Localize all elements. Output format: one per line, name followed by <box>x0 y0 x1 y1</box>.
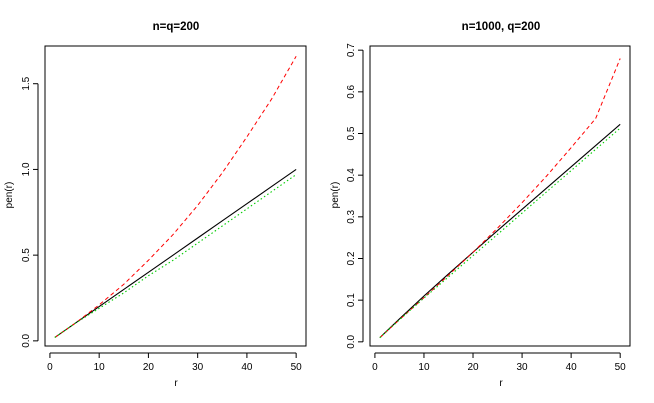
panel-right: n=1000, q=200 r pen(r) 0 10 20 30 40 50 0.0 0.1… <box>330 21 631 389</box>
x-tick-label-left: 20 <box>143 362 155 373</box>
x-tick-label-left: 30 <box>192 362 204 373</box>
series-line-dotted-right <box>379 127 621 339</box>
y-tick-label-left: 0.0 <box>21 333 32 347</box>
x-tick-label-right: 20 <box>467 362 479 373</box>
y-tick-label-right: 0.2 <box>346 251 357 265</box>
series-line-dashed-right <box>379 58 621 339</box>
series-line-dashed-left <box>54 56 297 338</box>
plot-frame-left <box>44 45 307 347</box>
plot-frame-right <box>369 45 631 347</box>
x-tick-label-right: 30 <box>517 362 529 373</box>
x-axis-label-right: r <box>499 378 503 389</box>
y-tick-label-left: 0.5 <box>21 248 32 262</box>
series-line-solid-left <box>54 168 297 338</box>
y-axis-label-left: pen(r) <box>4 182 15 209</box>
y-tick-label-left: 1.0 <box>21 162 32 176</box>
x-tick-label-left: 0 <box>47 362 53 373</box>
y-tick-label-right: 0.7 <box>346 43 357 57</box>
x-axis-label-left: r <box>174 378 178 389</box>
x-tick-label-right: 40 <box>566 362 578 373</box>
y-tick-label-right: 0.4 <box>346 168 357 182</box>
y-tick-label-right: 0.6 <box>346 84 357 98</box>
y-tick-label-right: 0.5 <box>346 126 357 140</box>
x-tick-label-right: 0 <box>372 362 378 373</box>
y-tick-label-right: 0.1 <box>346 293 357 307</box>
x-tick-label-left: 50 <box>291 362 303 373</box>
x-tick-label-right: 10 <box>418 362 430 373</box>
x-tick-label-right: 50 <box>615 362 627 373</box>
x-tick-label-left: 40 <box>241 362 253 373</box>
y-tick-label-left: 1.5 <box>21 76 32 90</box>
series-line-dotted-left <box>54 174 297 338</box>
chart-title-right: n=1000, q=200 <box>462 21 541 33</box>
x-tick-label-left: 10 <box>94 362 106 373</box>
chart-title-left: n=q=200 <box>153 21 200 33</box>
y-tick-label-right: 0.0 <box>346 334 357 348</box>
series-line-solid-right <box>379 123 621 339</box>
panel-left: n=q=200 r pen(r) 0 10 20 30 40 50 0.0 0.5 1.0 1.5 <box>4 21 307 389</box>
y-axis-label-right: pen(r) <box>330 182 341 209</box>
y-tick-label-right: 0.3 <box>346 209 357 223</box>
